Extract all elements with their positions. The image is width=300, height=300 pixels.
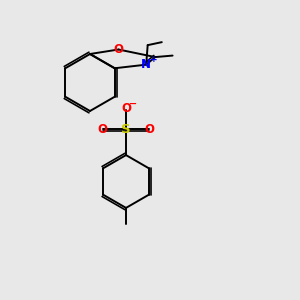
Text: −: −: [128, 99, 137, 109]
Text: +: +: [150, 55, 158, 64]
Text: O: O: [121, 102, 131, 115]
Text: O: O: [144, 122, 154, 136]
Text: N: N: [141, 58, 151, 71]
Text: O: O: [114, 43, 124, 56]
Text: O: O: [98, 122, 108, 136]
Text: S: S: [121, 122, 131, 136]
